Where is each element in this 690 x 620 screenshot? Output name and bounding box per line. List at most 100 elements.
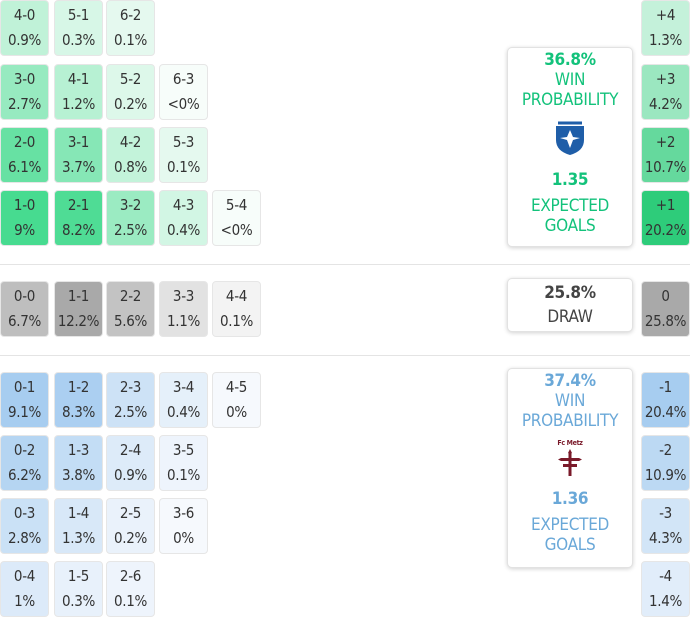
margin-cell: +4 1.3% [641, 0, 690, 56]
score-label: 1-1 [67, 287, 90, 305]
score-label: 0-2 [13, 441, 36, 459]
draw-label: DRAW [547, 307, 593, 327]
away-summary-card: 37.4% WIN PROBABILITY Fc Metz 1.36 EXPEC… [507, 368, 633, 568]
margin-prob: 20.4% [644, 403, 687, 421]
expected-label-line: EXPECTED [530, 515, 610, 535]
margin-prob: 10.7% [644, 158, 687, 176]
margin-prob: 4.2% [648, 95, 683, 113]
margin-prob: 4.3% [648, 529, 683, 547]
score-prob: 0.3% [61, 592, 96, 610]
score-cell: 2-3 2.5% [106, 372, 155, 428]
home-xg-value: 1.35 [551, 170, 589, 190]
score-cell: 0-4 1% [0, 561, 49, 617]
score-prob: 6.2% [7, 466, 42, 484]
away-xg-value: 1.36 [551, 489, 589, 509]
score-cell: 0-1 9.1% [0, 372, 49, 428]
probability-label-line: PROBABILITY [521, 90, 619, 110]
score-cell: 4-4 0.1% [212, 281, 261, 337]
score-cell: 2-2 5.6% [106, 281, 155, 337]
score-prob: 0.4% [166, 221, 201, 239]
home-xg-label: EXPECTED GOALS [531, 196, 609, 236]
score-label: 0-1 [13, 378, 36, 396]
margin-cell: +2 10.7% [641, 127, 690, 183]
score-prob: 5.6% [113, 312, 148, 330]
score-prob: 1.1% [166, 312, 201, 330]
score-cell: 4-3 0.4% [159, 190, 208, 246]
score-cell: 1-2 8.3% [54, 372, 103, 428]
score-cell: 0-0 6.7% [0, 281, 49, 337]
score-prob: 0.2% [113, 95, 148, 113]
score-prob: 0.1% [113, 31, 148, 49]
score-label: 6-3 [172, 70, 195, 88]
score-cell: 3-4 0.4% [159, 372, 208, 428]
score-label: 2-3 [119, 378, 142, 396]
score-cell: 2-4 0.9% [106, 435, 155, 491]
score-cell: 2-6 0.1% [106, 561, 155, 617]
score-cell: 3-5 0.1% [159, 435, 208, 491]
score-cell: 2-0 6.1% [0, 127, 49, 183]
draw-pct: 25.8% [544, 283, 596, 303]
away-win-label: WIN PROBABILITY [522, 391, 619, 431]
score-cell: 5-2 0.2% [106, 64, 155, 120]
score-prob: 0.9% [7, 31, 42, 49]
score-prob: 0.1% [166, 466, 201, 484]
margin-prob: 25.8% [644, 312, 687, 330]
score-prob: 8.3% [61, 403, 96, 421]
score-prob: 0.8% [113, 158, 148, 176]
score-prob: 0.1% [166, 158, 201, 176]
score-label: 4-4 [225, 287, 248, 305]
margin-label: 0 [661, 287, 670, 305]
score-cell: 2-5 0.2% [106, 498, 155, 554]
home-summary-card: 36.8% WIN PROBABILITY 1.35 EXPECTED GOAL… [507, 47, 633, 247]
score-cell: 5-4 <0% [212, 190, 261, 246]
score-label: 4-3 [172, 196, 195, 214]
score-cell: 3-2 2.5% [106, 190, 155, 246]
metz-logo-text: Fc Metz [557, 439, 583, 447]
score-cell: 0-3 2.8% [0, 498, 49, 554]
margin-prob: 20.2% [644, 221, 687, 239]
score-label: 1-2 [67, 378, 90, 396]
score-label: 1-4 [67, 504, 90, 522]
score-cell: 1-4 1.3% [54, 498, 103, 554]
score-prob: 9.1% [7, 403, 42, 421]
score-label: 3-1 [67, 133, 90, 151]
score-prob: 0.3% [61, 31, 96, 49]
score-label: 1-0 [13, 196, 36, 214]
margin-label: -1 [659, 378, 672, 396]
score-label: 2-1 [67, 196, 90, 214]
score-label: 3-6 [172, 504, 195, 522]
score-label: 2-4 [119, 441, 142, 459]
score-label: 5-3 [172, 133, 195, 151]
margin-label: +3 [655, 70, 676, 88]
score-prob: 8.2% [61, 221, 96, 239]
score-cell: 4-2 0.8% [106, 127, 155, 183]
win-label-line: WIN [554, 70, 586, 90]
score-cell: 1-3 3.8% [54, 435, 103, 491]
score-cell: 3-6 0% [159, 498, 208, 554]
score-cell: 2-1 8.2% [54, 190, 103, 246]
score-label: 5-1 [67, 6, 90, 24]
score-label: 2-0 [13, 133, 36, 151]
score-prob: 1.2% [61, 95, 96, 113]
home-win-label: WIN PROBABILITY [521, 70, 619, 110]
margin-cell: 0 25.8% [641, 281, 690, 337]
score-cell: 1-5 0.3% [54, 561, 103, 617]
score-cell: 6-3 <0% [159, 64, 208, 120]
score-cell: 3-3 1.1% [159, 281, 208, 337]
score-label: 3-3 [172, 287, 195, 305]
score-prob: 12.2% [57, 312, 100, 330]
score-prob: 2.7% [7, 95, 42, 113]
score-label: 3-4 [172, 378, 195, 396]
score-cell: 4-5 0% [212, 372, 261, 428]
margin-cell: -1 20.4% [641, 372, 690, 428]
margin-label: +1 [655, 196, 676, 214]
margin-cell: +3 4.2% [641, 64, 690, 120]
score-prob: 2.8% [7, 529, 42, 547]
margin-cell: -3 4.3% [641, 498, 690, 554]
score-label: 1-5 [67, 567, 90, 585]
score-label: 2-6 [119, 567, 142, 585]
score-label: 5-2 [119, 70, 142, 88]
score-prob: 6.7% [7, 312, 42, 330]
score-label: 3-5 [172, 441, 195, 459]
score-prob: 0.1% [219, 312, 254, 330]
